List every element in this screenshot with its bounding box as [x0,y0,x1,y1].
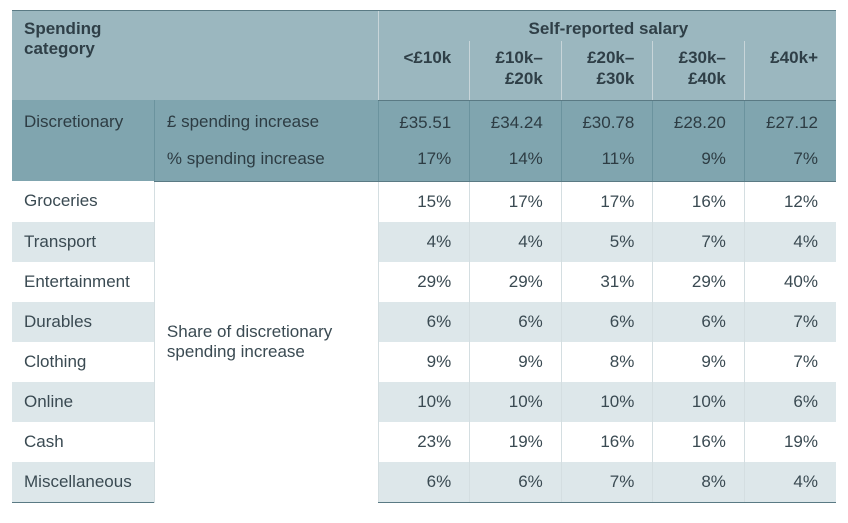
row-category: Entertainment [12,262,154,302]
cell: 16% [653,422,745,462]
row-category: Durables [12,302,154,342]
table-header: Spendingcategory Self-reported salary <£… [12,11,836,101]
cell: 7% [744,342,836,382]
disc-row-1-label: % spending increase [154,141,378,182]
row-category: Cash [12,422,154,462]
table-row: Durables 6% 6% 6% 6% 7% [12,302,836,342]
cell: 16% [561,422,653,462]
cell: 6% [378,462,470,503]
row-category: Miscellaneous [12,462,154,503]
cell: 6% [744,382,836,422]
cell: 5% [561,222,653,262]
table-row: Cash 23% 19% 16% 16% 19% [12,422,836,462]
row-category: Groceries [12,181,154,222]
cell: 10% [378,382,470,422]
header-blank [154,11,378,101]
disc-0-0: £35.51 [378,100,470,141]
cell: 23% [378,422,470,462]
cell: 8% [561,342,653,382]
table-container: Spendingcategory Self-reported salary <£… [0,0,848,523]
cell: 4% [744,462,836,503]
cell: 7% [744,302,836,342]
disc-1-0: 17% [378,141,470,182]
table-row: Online 10% 10% 10% 10% 6% [12,382,836,422]
cell: 9% [378,342,470,382]
row-category: Transport [12,222,154,262]
col-header-0: <£10k [378,41,470,100]
col-header-2: £20k–£30k [561,41,653,100]
cell: 6% [378,302,470,342]
cell: 7% [561,462,653,503]
disc-0-1: £34.24 [470,100,562,141]
table-row: Entertainment 29% 29% 31% 29% 40% [12,262,836,302]
table-row: Groceries Share of discretionary spendin… [12,181,836,222]
cell: 6% [561,302,653,342]
cell: 4% [378,222,470,262]
disc-row-0-label: £ spending increase [154,100,378,141]
cell: 9% [470,342,562,382]
cell: 7% [653,222,745,262]
col-header-4: £40k+ [744,41,836,100]
cell: 15% [378,181,470,222]
cell: 19% [744,422,836,462]
row-category: Clothing [12,342,154,382]
cell: 9% [653,342,745,382]
cell: 6% [653,302,745,342]
disc-1-1: 14% [470,141,562,182]
cell: 4% [744,222,836,262]
cell: 17% [561,181,653,222]
cell: 29% [470,262,562,302]
header-self-reported-salary: Self-reported salary [378,11,836,42]
cell: 31% [561,262,653,302]
disc-1-4: 7% [744,141,836,182]
cell: 40% [744,262,836,302]
cell: 8% [653,462,745,503]
disc-0-3: £28.20 [653,100,745,141]
disc-1-3: 9% [653,141,745,182]
table-body: Discretionary £ spending increase £35.51… [12,100,836,502]
disc-0-2: £30.78 [561,100,653,141]
cell: 17% [470,181,562,222]
disc-0-4: £27.12 [744,100,836,141]
cell: 4% [470,222,562,262]
disc-row-0: Discretionary £ spending increase £35.51… [12,100,836,141]
col-header-3: £30k–£40k [653,41,745,100]
disc-category-label: Discretionary [12,100,154,181]
table-row: Clothing 9% 9% 8% 9% 7% [12,342,836,382]
cell: 10% [470,382,562,422]
spending-table: Spendingcategory Self-reported salary <£… [12,10,836,503]
table-row: Transport 4% 4% 5% 7% 4% [12,222,836,262]
cell: 29% [653,262,745,302]
header-spending-category: Spendingcategory [12,11,154,101]
cell: 6% [470,462,562,503]
col-header-1: £10k–£20k [470,41,562,100]
row-category: Online [12,382,154,422]
table-row: Miscellaneous 6% 6% 7% 8% 4% [12,462,836,503]
cell: 6% [470,302,562,342]
cell: 16% [653,181,745,222]
share-label-cell: Share of discretionary spending increase [154,181,378,502]
cell: 19% [470,422,562,462]
cell: 10% [653,382,745,422]
cell: 12% [744,181,836,222]
disc-1-2: 11% [561,141,653,182]
cell: 29% [378,262,470,302]
cell: 10% [561,382,653,422]
